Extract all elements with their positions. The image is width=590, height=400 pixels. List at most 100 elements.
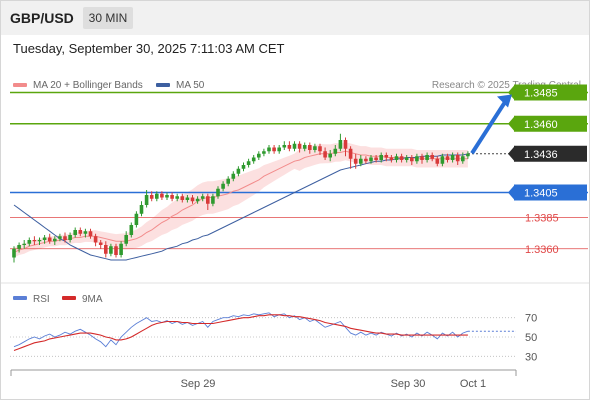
candle-body: [425, 155, 429, 160]
candle-body: [47, 237, 52, 242]
candle-body: [359, 158, 363, 164]
candle-body: [272, 147, 276, 152]
candle-body: [216, 188, 220, 197]
level-label-1.3360: 1.3360: [525, 244, 559, 256]
candle-body: [32, 240, 37, 242]
candle-body: [175, 196, 179, 199]
candle-body: [455, 155, 460, 162]
candle-body: [37, 240, 42, 242]
candle-body: [251, 157, 256, 162]
candle-body: [98, 242, 103, 245]
candle-body: [134, 213, 139, 225]
candle-body: [83, 231, 88, 234]
level-label-1.3385: 1.3385: [525, 213, 559, 225]
candle-body: [114, 246, 118, 255]
candle-body: [389, 157, 394, 160]
candle-body: [165, 195, 169, 198]
level-tag-1.3460: [514, 115, 587, 132]
candle-body: [262, 151, 266, 154]
candle-body: [241, 165, 246, 169]
x-tick-label: Oct 1: [460, 378, 486, 390]
candle-body: [211, 196, 215, 204]
candle-body: [206, 196, 210, 204]
x-tick-label: Sep 30: [391, 378, 426, 390]
candle-body: [22, 243, 26, 245]
candle-body: [435, 158, 440, 164]
candle-body: [277, 147, 281, 152]
candle-body: [185, 197, 190, 200]
legend-swatch-ma20: [13, 83, 27, 88]
candle-body: [155, 193, 159, 199]
candle-body: [170, 195, 174, 199]
candle-body: [287, 145, 292, 149]
candle-body: [58, 236, 62, 239]
level-tag-1.3405: [514, 184, 587, 201]
legend-label-ma20: MA 20 + Bollinger Bands: [33, 80, 143, 91]
candle-body: [180, 196, 185, 200]
level-label-1.3460: 1.3460: [524, 119, 558, 131]
level-tag-1.3485: [514, 84, 587, 101]
candle-body: [149, 195, 154, 199]
candle-body: [88, 231, 93, 237]
candle-body: [348, 148, 353, 159]
candle-body: [297, 143, 302, 149]
candle-body: [78, 230, 83, 234]
candle-body: [404, 157, 409, 160]
candle-body: [231, 173, 236, 179]
candle-body: [257, 153, 261, 158]
candle-body: [374, 157, 378, 160]
rsi-tick-label: 50: [525, 332, 537, 344]
candle-body: [450, 155, 455, 160]
candle-body: [73, 230, 77, 235]
candle-body: [236, 168, 241, 174]
candle-body: [63, 236, 67, 240]
timeframe-button[interactable]: 30 MIN: [83, 7, 133, 29]
candle-body: [246, 161, 251, 165]
candle-body: [323, 151, 327, 158]
rsi-tick-label: 30: [525, 351, 537, 363]
rsi-legend-label-1: 9MA: [82, 294, 103, 305]
candle-body: [221, 183, 225, 189]
candle-body: [399, 156, 404, 160]
candle-body: [394, 156, 399, 160]
candle-body: [440, 156, 445, 164]
candle-body: [338, 140, 343, 149]
candle-body: [12, 248, 16, 258]
candle-body: [53, 238, 57, 242]
level-tag-arrow-1.3485: [508, 84, 515, 101]
report-datetime: Tuesday, September 30, 2025 7:11:03 AM C…: [13, 41, 285, 56]
current-price-label: 1.3436: [524, 149, 558, 161]
candle-body: [160, 193, 164, 198]
candle-body: [445, 156, 450, 160]
candle-body: [200, 196, 205, 199]
rsi-legend-swatch-1: [62, 296, 76, 300]
candle-body: [302, 145, 307, 149]
candle-body: [27, 240, 32, 244]
candle-body: [333, 148, 338, 154]
x-tick-label: Sep 29: [181, 378, 216, 390]
candle-body: [430, 155, 434, 159]
candle-body: [384, 155, 389, 158]
rsi-ma-line: [13, 314, 468, 352]
candle-body: [353, 158, 358, 164]
candle-body: [343, 140, 348, 149]
candle-body: [17, 245, 21, 249]
projection-arrow-shaft: [470, 99, 508, 155]
candle-body: [119, 243, 123, 255]
level-tag-arrow-1.3460: [508, 115, 515, 132]
legend-item-ma20: MA 20 + Bollinger Bands: [13, 80, 143, 92]
current-price-tag-arrow: [508, 145, 515, 162]
bollinger-band: [14, 142, 468, 258]
rsi-tick-label: 70: [525, 313, 537, 325]
rsi-legend-label-0: RSI: [33, 294, 50, 305]
candle-body: [190, 197, 195, 202]
candle-body: [195, 198, 200, 202]
candle-body: [93, 236, 98, 243]
candle-body: [379, 155, 383, 160]
candle-body: [364, 158, 368, 162]
candle-body: [129, 225, 134, 235]
rsi-line: [13, 312, 469, 348]
candle-body: [226, 178, 230, 184]
candle-body: [124, 235, 128, 244]
